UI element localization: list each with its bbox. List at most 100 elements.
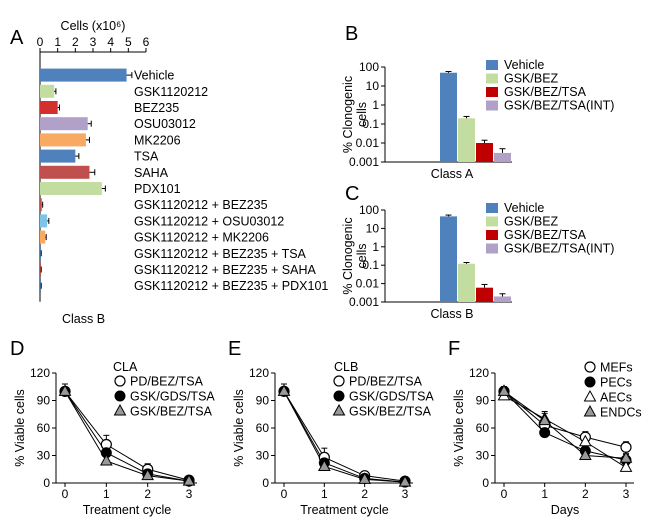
chart-c-legend-label: GSK/BEZ/TSA(INT) [504,242,614,256]
chart-b-tick-label: 10 [366,79,380,93]
chart-e-xtick-label: 1 [321,487,328,501]
chart-d-xtick-label: 2 [144,487,151,501]
chart-d-marker [141,468,155,481]
chart-f-xtick-label: 0 [501,487,508,501]
chart-c-bar [440,216,457,302]
chart-f-xtick-label: 2 [582,487,589,501]
chart-a-tick-label: 4 [107,35,114,49]
chart-b-legend-swatch [486,87,498,97]
chart-a-tick-label: 3 [90,35,97,49]
chart-c-tick-label: 0.1 [362,258,379,272]
chart-a-bar [40,279,41,293]
chart-a-category-label: GSK1120212 + BEZ235 + TSA [134,247,307,261]
chart-e-xtick-label: 2 [361,487,368,501]
chart-d-ytick-label: 0 [43,476,50,490]
chart-f-ytick-label: 90 [476,394,490,408]
chart-a-bar [40,149,76,163]
chart-f-ytick-label: 120 [469,366,489,380]
chart-b-tick-label: 0.01 [356,136,380,150]
chart-d-legend-marker [114,390,126,402]
chart-f-series-line [503,390,627,459]
chart-a-tick-label: 5 [125,35,132,49]
panel-letter-b: B [345,23,358,45]
chart-f-series-line [503,395,627,468]
chart-c-legend-label: GSK/BEZ/TSA [504,228,587,242]
chart-e-ytick-label: 30 [256,449,270,463]
chart-a-bar [40,246,41,260]
chart-f-legend-marker [584,376,596,388]
chart-b-tick-label: 0.001 [349,155,379,169]
chart-a-category-label: PDX101 [134,182,181,196]
chart-e-legend-label: GSK/BEZ/TSA [349,405,432,419]
chart-d-marker [99,453,113,466]
chart-d-xlabel: Treatment cycle [83,503,172,517]
chart-d-marker [58,384,72,396]
chart-d-series-line [64,391,190,482]
chart-f-series-line [503,390,627,461]
chart-d-ytick-label: 90 [37,394,51,408]
chart-c-legend-swatch [486,243,498,254]
chart-e-series-line [283,391,406,482]
chart-d-marker [182,474,196,486]
chart-a-xlabel: Class B [62,312,105,326]
chart-e-legend-marker [333,390,345,402]
chart-f-ytick-label: 0 [482,476,489,490]
chart-a-category-label: MK2206 [134,133,181,147]
chart-f-marker [497,384,511,396]
chart-d-legend-marker [114,375,126,387]
chart-b-bar [494,152,511,162]
chart-b-tick-label: 100 [359,60,379,74]
chart-b-xlabel: Class A [431,167,474,181]
chart-c-bar [494,296,511,302]
chart-a-bar [40,101,58,114]
chart-a-bar [40,214,48,228]
chart-a-category-label: GSK1120212 + OSU03012 [134,214,284,228]
chart-f-legend-marker [584,361,596,373]
chart-a-tick-label: 2 [72,35,79,49]
chart-a-category-label: SAHA [134,166,169,180]
chart-e-legend-label: GSK/GDS/TSA [349,390,434,404]
chart-b-legend-label: GSK/BEZ [504,72,559,86]
chart-e-title: CLB [334,360,358,374]
panel-letter-a: A [10,27,24,49]
chart-a-bar [40,84,55,98]
chart-a-category-label: TSA [134,150,159,164]
chart-a-tick-label: 6 [143,35,150,49]
chart-c-bar [458,263,475,302]
chart-a-bar [40,198,42,212]
chart-f-ytick-label: 60 [476,421,490,435]
chart-e-legend-marker [332,403,346,416]
chart-a-tick-label: 1 [54,35,61,49]
chart-f-legend-label: ENDCs [600,406,642,420]
chart-a-category-label: GSK1120212 + BEZ235 + SAHA [134,263,316,277]
panel-letter-c: C [345,183,359,205]
chart-d-series-line [64,391,190,482]
chart-c-tick-label: 0.01 [356,277,380,291]
chart-e-ytick-label: 90 [256,394,270,408]
chart-a-category-label: GSK1120212 + BEZ235 [134,198,268,212]
chart-d-xtick-label: 1 [103,487,110,501]
chart-d-ytick-label: 60 [37,421,51,435]
chart-b-ylabel-line1: % Clonogenic [341,76,355,153]
chart-c-tick-label: 0.001 [349,295,379,309]
chart-e-marker [317,459,331,471]
chart-a-bar [40,117,88,131]
chart-d-xtick-label: 0 [62,487,69,501]
chart-e-marker [277,384,291,396]
chart-c-legend-swatch [486,216,498,227]
chart-c-tick-label: 1 [372,240,379,254]
chart-a-category-label: OSU03012 [134,117,196,131]
chart-c-ylabel-line1: % Clonogenic [341,217,355,294]
chart-d-legend-marker [113,403,127,416]
chart-b-ylabel-line2: cells [355,102,369,127]
chart-e-ytick-label: 60 [256,421,270,435]
chart-b-bar [458,118,475,162]
chart-a-title: Cells (x10⁶) [61,19,126,33]
panel-letter-e: E [228,338,241,360]
chart-f-xlabel: Days [551,503,579,517]
panel-letter-f: F [448,338,460,360]
chart-a-category-label: GSK1120212 + MK2206 [134,231,269,245]
chart-e-ylabel: % Viable cells [232,389,246,467]
chart-a-bar [40,182,102,195]
chart-d-legend-label: GSK/BEZ/TSA [130,405,213,419]
